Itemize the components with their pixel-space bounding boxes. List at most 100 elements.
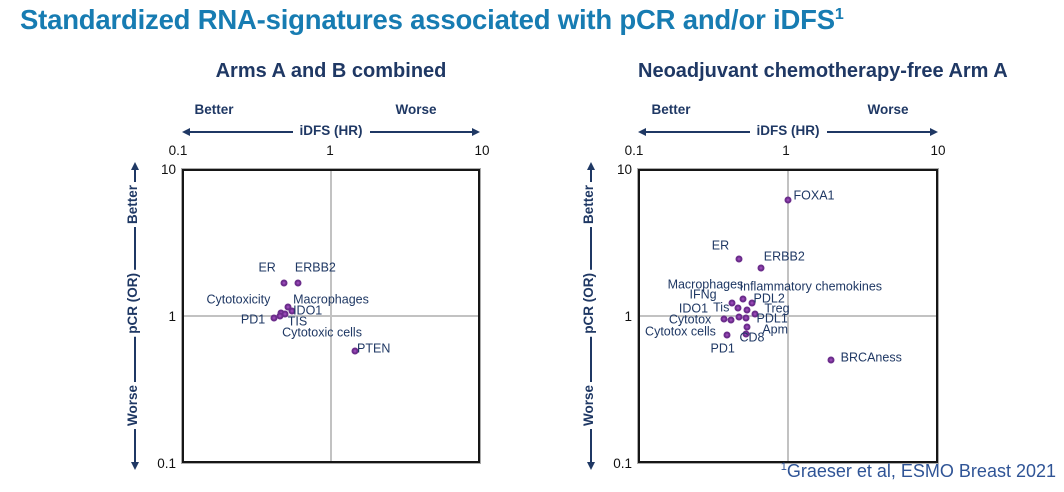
y-tick: 1 <box>624 309 632 324</box>
data-point-label-er: ER <box>711 238 730 253</box>
data-point-erbb2 <box>294 279 302 287</box>
y-tick: 0.1 <box>157 456 176 471</box>
axis-line <box>190 130 293 133</box>
arrowhead-right-icon <box>472 127 480 136</box>
data-point-er <box>280 279 288 287</box>
data-point-label-cytotoxic-cells: Cytotoxic cells <box>282 325 362 340</box>
data-point-label-foxa1: FOXA1 <box>793 188 835 203</box>
data-point-label-pten: PTEN <box>357 341 391 356</box>
arrowhead-up-icon <box>131 162 139 170</box>
data-point-macrophages <box>284 303 292 311</box>
y-axis-worse-label: Worse <box>125 382 146 430</box>
x-axis-title: iDFS (HR) <box>299 123 363 138</box>
x-axis-title: iDFS (HR) <box>756 123 820 138</box>
data-point-label-cytotox: Cytotox <box>668 312 712 327</box>
x-tick: 1 <box>782 143 790 158</box>
data-point-label-ifng: IFNg <box>689 287 717 302</box>
plot-area-arms-a-and-b: ER ERBB2 Cytotoxicity Macrophages IDO1 TIS Cyt… <box>181 168 481 464</box>
x-axis-arrow: iDFS (HR) <box>182 123 480 139</box>
arrowhead-down-icon <box>587 462 595 470</box>
y-axis-better-label: Better <box>581 182 602 228</box>
citation-text: Graeser et al, ESMO Breast 2021 <box>786 461 1056 481</box>
y-tick: 10 <box>160 162 176 177</box>
data-point-ido1 <box>288 307 296 315</box>
data-point-label-cytotox-cells: Cytotox cells <box>645 324 716 339</box>
data-point-tis <box>728 299 736 307</box>
chart-title: Neoadjuvant chemotherapy-free Arm A <box>638 60 1008 82</box>
data-point-pdl2 <box>743 306 751 314</box>
y-axis-worse-label: Worse <box>581 382 602 430</box>
data-point-label-cytotoxicity: Cytotoxicity <box>206 292 271 307</box>
data-point-label-erbb2: ERBB2 <box>294 260 336 275</box>
data-point-pdl1 <box>751 310 759 318</box>
data-point-label-brcaness: BRCAness <box>840 350 902 365</box>
data-point-ido1 <box>735 313 743 321</box>
data-point-ifng <box>734 304 742 312</box>
plot-area-arm-a: FOXA1 ER ERBB2 Macrophages Inflammatory chem… <box>637 168 939 464</box>
data-point-pd1 <box>727 316 735 324</box>
page-title-superscript: 1 <box>834 5 844 23</box>
gridline-horizontal <box>184 315 478 317</box>
x-axis-better-label: Better <box>194 102 234 117</box>
x-axis-worse-label: Worse <box>395 102 437 117</box>
data-point-label-erbb2: ERBB2 <box>763 249 805 264</box>
y-tick: 1 <box>168 309 176 324</box>
citation: 1Graeser et al, ESMO Breast 2021 <box>781 461 1056 482</box>
chart-title: Arms A and B combined <box>215 60 447 82</box>
data-point-label-treg: Treg <box>764 301 790 316</box>
x-tick: 10 <box>930 143 946 158</box>
x-tick: 0.1 <box>624 143 644 158</box>
data-point-brcaness <box>827 356 835 364</box>
x-axis-arrow: iDFS (HR) <box>638 123 938 139</box>
data-point-label-pd1: PD1 <box>710 341 735 356</box>
arrowhead-down-icon <box>131 462 139 470</box>
data-point-label-ido1: IDO1 <box>678 301 709 316</box>
panel-arms-a-and-b: Arms A and B combined Better Worse iDFS … <box>120 60 600 472</box>
data-point-label-inflammatory-chemokines: Inflammatory chemokines <box>739 279 883 294</box>
data-point-cd8 <box>742 330 750 338</box>
data-point-apm <box>743 323 751 331</box>
data-point-label-er: ER <box>258 260 276 275</box>
y-axis-title: pCR (OR) <box>125 270 146 337</box>
data-point-cytotoxic-cells <box>276 312 284 320</box>
data-point-label-pdl1: PDL1 <box>756 311 788 326</box>
data-point-foxa1 <box>784 196 792 204</box>
data-point-label-pd1: PD1 <box>240 312 266 327</box>
gridline-horizontal <box>640 315 936 317</box>
x-tick: 1 <box>326 143 334 158</box>
data-point-pd1 <box>270 314 278 322</box>
data-point-label-apm: Apm <box>762 322 789 337</box>
arrowhead-left-icon <box>182 127 190 136</box>
data-point-pten <box>351 347 359 355</box>
x-tick: 0.1 <box>168 143 188 158</box>
axis-line <box>826 130 930 133</box>
data-point-label-tis: TIS <box>287 314 308 329</box>
axis-line <box>646 130 750 133</box>
x-axis-worse-label: Worse <box>867 102 909 117</box>
panel-arm-a: Neoadjuvant chemotherapy-free Arm A Bett… <box>576 60 1056 472</box>
y-tick: 10 <box>616 162 632 177</box>
x-axis-ticks: 0.1 1 10 <box>614 143 958 158</box>
data-point-cytotox <box>720 315 728 323</box>
data-point-label-tis: Tis <box>713 300 730 315</box>
data-point-label-pdl2: PDL2 <box>753 291 785 306</box>
data-point-inflammatory-chemokines <box>748 299 756 307</box>
data-point-erbb2 <box>757 264 765 272</box>
data-point-label-cd8: CD8 <box>739 330 765 345</box>
data-point-treg <box>742 314 750 322</box>
y-axis-title: pCR (OR) <box>581 270 602 337</box>
x-axis-ticks: 0.1 1 10 <box>158 143 502 158</box>
data-point-er <box>735 255 743 263</box>
y-tick: 0.1 <box>613 456 632 471</box>
page-title: Standardized RNA-signatures associated w… <box>20 4 844 36</box>
data-point-label-ido1: IDO1 <box>293 303 323 318</box>
axis-line <box>369 130 472 133</box>
x-axis-better-label: Better <box>651 102 691 117</box>
citation-superscript: 1 <box>780 461 787 473</box>
data-point-label-macrophages: Macrophages <box>667 277 744 292</box>
data-point-cytotox-cells <box>723 331 731 339</box>
x-tick: 10 <box>474 143 490 158</box>
arrowhead-up-icon <box>587 162 595 170</box>
data-point-macrophages <box>739 295 747 303</box>
